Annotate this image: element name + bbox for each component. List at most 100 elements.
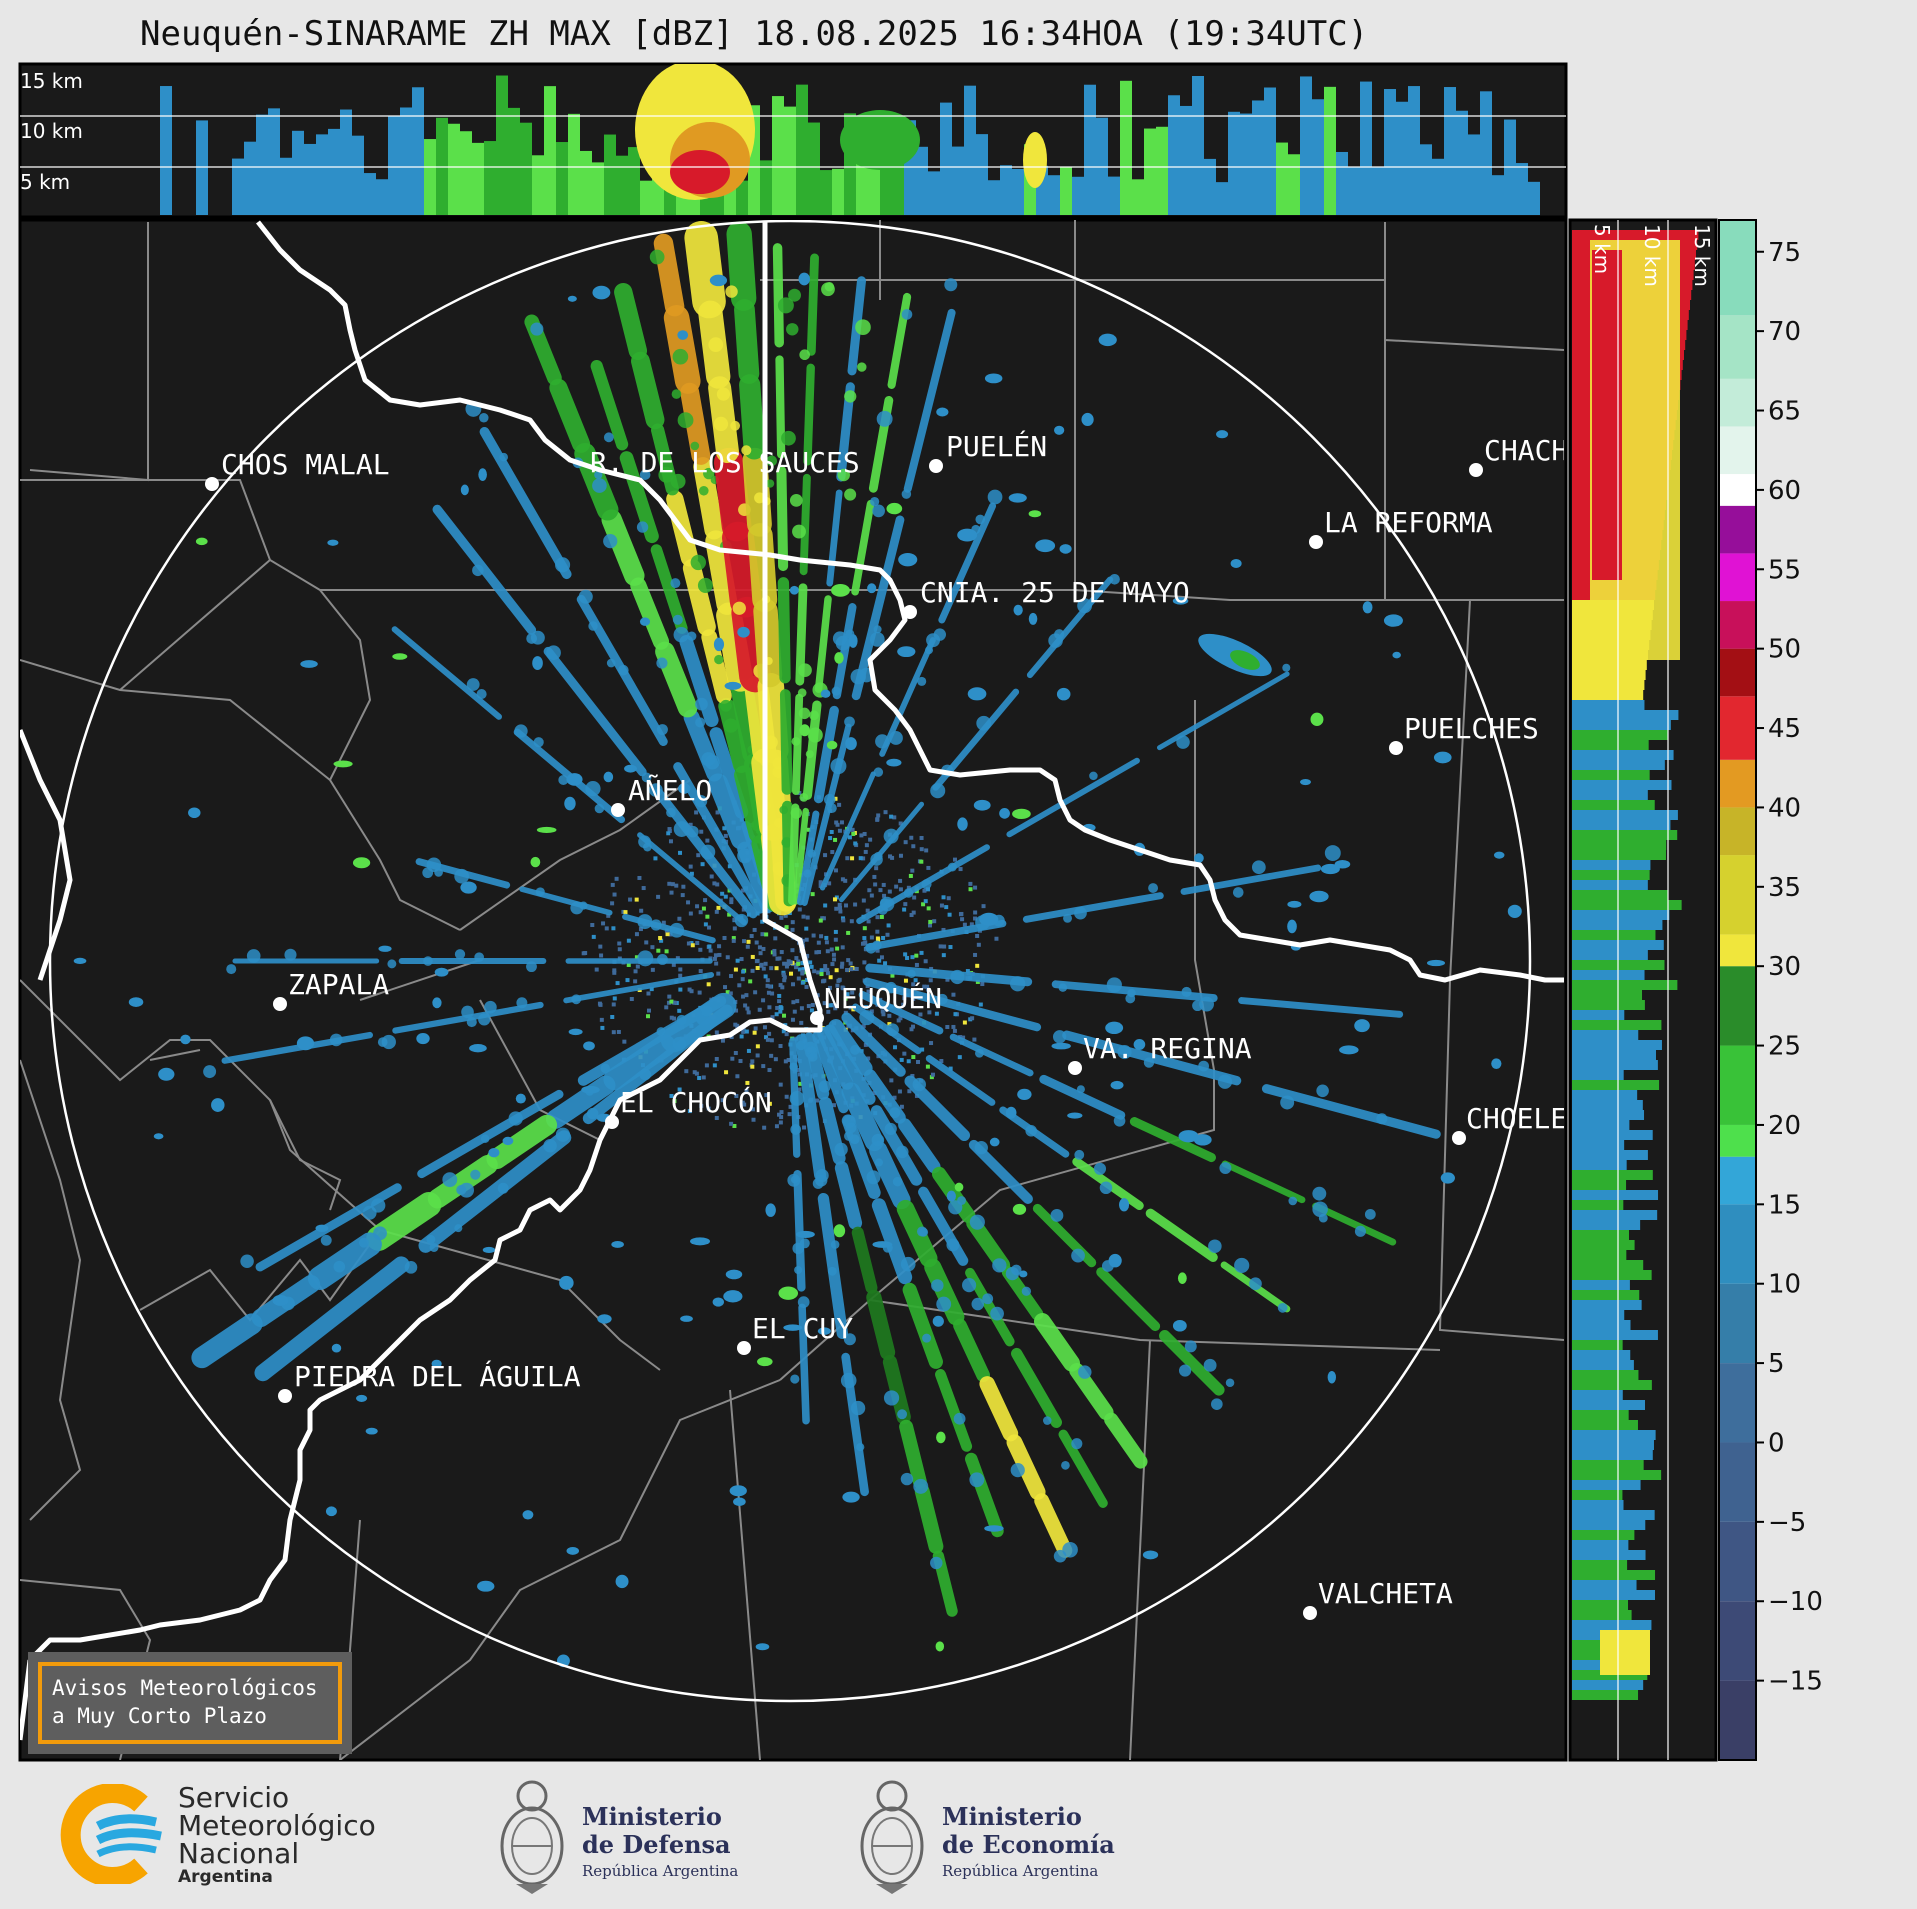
colorbar-tick-label: 30	[1768, 952, 1801, 982]
svg-text:PUELCHES: PUELCHES	[1404, 712, 1539, 745]
economia-line-3: República Argentina	[942, 1862, 1099, 1880]
smn-line-3: Nacional	[178, 1837, 300, 1870]
colorbar-swatch	[1719, 601, 1756, 649]
city-zapala: ZAPALA	[273, 968, 389, 1011]
colorbar-tick-label: 40	[1768, 793, 1801, 823]
colorbar-tick-label: 45	[1768, 714, 1801, 744]
colorbar-tick-label: 70	[1768, 317, 1801, 347]
svg-text:ZAPALA: ZAPALA	[288, 968, 389, 1001]
city-el-chocon: EL CHOCÓN	[605, 1085, 772, 1129]
colorbar-swatch	[1719, 1363, 1756, 1443]
top-cross-section-panel: 15 km 10 km 5 km	[18, 62, 1568, 219]
altitude-label-15km: 15 km	[20, 69, 83, 93]
colorbar-tick-label: −5	[1768, 1508, 1806, 1538]
city-chach: CHACH	[1469, 434, 1568, 477]
colorbar-tick-label: 0	[1768, 1428, 1785, 1458]
side-cross-section-panel: 5 km 10 km 15 km	[1568, 218, 1718, 1762]
svg-text:CNIA. 25 DE MAYO: CNIA. 25 DE MAYO	[920, 576, 1190, 609]
colorbar-swatch	[1719, 1442, 1756, 1522]
svg-text:CHOELE: CHOELE	[1466, 1102, 1567, 1135]
svg-text:R. DE LOS SAUCES: R. DE LOS SAUCES	[590, 446, 860, 479]
colorbar-swatch	[1719, 505, 1756, 554]
notice-line-2: a Muy Corto Plazo	[52, 1704, 267, 1728]
argentina-coat-of-arms-icon	[500, 1780, 564, 1894]
colorbar-swatch	[1719, 696, 1756, 760]
city-el-cuy: EL CUY	[737, 1312, 853, 1355]
colorbar-swatch	[1719, 1156, 1756, 1205]
side-altitude-label-10km: 10 km	[1640, 224, 1664, 287]
svg-text:CHOS MALAL: CHOS MALAL	[221, 448, 390, 481]
altitude-label-10km: 10 km	[20, 119, 83, 143]
colorbar-swatch	[1719, 1283, 1756, 1364]
svg-text:LA REFORMA: LA REFORMA	[1324, 506, 1493, 539]
notice-box: Avisos Meteorológicos a Muy Corto Plazo	[28, 1652, 352, 1754]
colorbar-tick-label: 10	[1768, 1270, 1801, 1300]
economia-line-1: Ministerio	[942, 1802, 1082, 1831]
side-altitude-label-5km: 5 km	[1590, 224, 1614, 274]
colorbar-tick-label: 65	[1768, 397, 1801, 427]
smn-line-4: Argentina	[178, 1867, 273, 1887]
colorbar-swatch	[1719, 648, 1756, 697]
city-puelen: PUELÉN	[929, 429, 1047, 473]
colorbar-swatch	[1719, 855, 1756, 935]
argentina-coat-of-arms-icon	[860, 1780, 924, 1894]
colorbar-swatch	[1719, 378, 1756, 427]
colorbar-swatch	[1719, 220, 1756, 316]
smn-logo: Servicio Meteorológico Nacional Argentin…	[56, 1784, 396, 1887]
altitude-label-5km: 5 km	[20, 170, 70, 194]
svg-text:EL CUY: EL CUY	[752, 1312, 853, 1345]
colorbar-swatch	[1719, 1204, 1756, 1284]
colorbar-tick-label: 75	[1768, 238, 1801, 268]
city-r-de-los-sauces: R. DE LOS SAUCES	[590, 446, 860, 479]
smn-emblem-icon	[60, 1784, 162, 1884]
city-chos-malal: CHOS MALAL	[205, 448, 390, 491]
colorbar-swatch	[1719, 426, 1756, 475]
colorbar-tick-label: 20	[1768, 1111, 1801, 1141]
city-puelches: PUELCHES	[1389, 712, 1539, 755]
main-map-panel: CHOS MALAL R. DE LOS SAUCES PUELÉN CHACH…	[18, 218, 1568, 1762]
colorbar-swatch	[1719, 966, 1756, 1046]
colorbar-swatch	[1719, 1680, 1756, 1760]
city-choele: CHOELE	[1452, 1102, 1567, 1145]
defensa-logo: Ministerio de Defensa República Argentin…	[496, 1774, 756, 1898]
svg-text:PUELÉN: PUELÉN	[946, 429, 1047, 463]
colorbar-swatch	[1719, 807, 1756, 856]
province-border	[256, 220, 1564, 983]
svg-text:VALCHETA: VALCHETA	[1318, 1577, 1453, 1610]
colorbar-swatch	[1719, 315, 1756, 379]
colorbar-swatch	[1719, 1521, 1756, 1602]
colorbar-tick-label: 15	[1768, 1190, 1801, 1220]
colorbar-swatch	[1719, 1045, 1756, 1125]
svg-text:CHACH: CHACH	[1484, 434, 1568, 467]
colorbar-swatch	[1719, 1601, 1756, 1681]
colorbar-tick-label: 35	[1768, 873, 1801, 903]
defensa-line-1: Ministerio	[582, 1802, 722, 1831]
city-cnia-25-de-mayo: CNIA. 25 DE MAYO	[903, 576, 1190, 619]
svg-text:VA. REGINA: VA. REGINA	[1083, 1032, 1252, 1065]
colorbar-tick-label: 5	[1768, 1349, 1785, 1379]
svg-text:EL CHOCÓN: EL CHOCÓN	[620, 1085, 772, 1119]
map-title: Neuquén-SINARAME ZH MAX [dBZ] 18.08.2025…	[140, 14, 1369, 54]
city-valcheta: VALCHETA	[1303, 1577, 1453, 1620]
radar-range-ring	[48, 220, 1532, 1703]
colorbar-tick-label: 55	[1768, 555, 1801, 585]
colorbar-swatch	[1719, 1124, 1756, 1157]
economia-logo: Ministerio de Economía República Argenti…	[856, 1774, 1136, 1898]
svg-text:AÑELO: AÑELO	[628, 773, 712, 807]
defensa-line-2: de Defensa	[582, 1830, 731, 1859]
svg-text:PIEDRA DEL ÁGUILA: PIEDRA DEL ÁGUILA	[294, 1359, 581, 1393]
colorbar-tick-label: −10	[1768, 1587, 1823, 1617]
side-altitude-label-15km: 15 km	[1690, 224, 1714, 287]
city-anelo: AÑELO	[611, 773, 712, 817]
colorbar-tick-label: 50	[1768, 635, 1801, 665]
scattered-echoes	[73, 272, 1522, 1668]
city-neuquen: NEUQUÉN	[810, 981, 942, 1025]
colorbar-swatch	[1719, 474, 1756, 506]
colorbar-swatch	[1719, 759, 1756, 808]
defensa-line-3: República Argentina	[582, 1862, 739, 1880]
notice-line-1: Avisos Meteorológicos	[52, 1676, 318, 1700]
neuquen-river	[28, 222, 823, 1662]
colorbar-swatch	[1719, 934, 1756, 967]
